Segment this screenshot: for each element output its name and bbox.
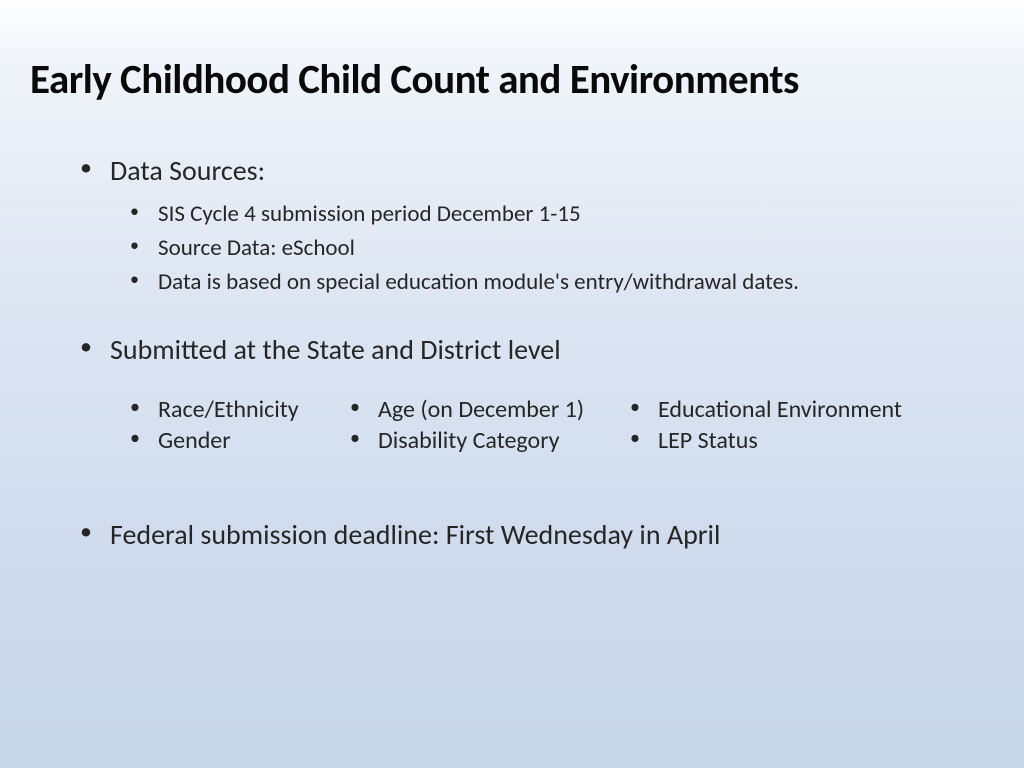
list-item: LEP Status: [630, 426, 902, 455]
list-item: Educational Environment: [630, 395, 902, 424]
list-item: Data is based on special education modul…: [130, 268, 994, 296]
list-item: SIS Cycle 4 submission period December 1…: [130, 200, 994, 228]
section-heading-data-sources: Data Sources:: [80, 153, 994, 188]
section-heading-submitted: Submitted at the State and District leve…: [80, 332, 994, 367]
list-item: Disability Category: [350, 426, 630, 455]
category-columns: Race/Ethnicity Gender Age (on December 1…: [130, 395, 994, 457]
list-item: Source Data: eSchool: [130, 234, 994, 262]
list-item: Race/Ethnicity: [130, 395, 350, 424]
list-item: Gender: [130, 426, 350, 455]
slide-title: Early Childhood Child Count and Environm…: [30, 55, 994, 105]
list-item: Age (on December 1): [350, 395, 630, 424]
section-heading-deadline: Federal submission deadline: First Wedne…: [80, 517, 994, 552]
